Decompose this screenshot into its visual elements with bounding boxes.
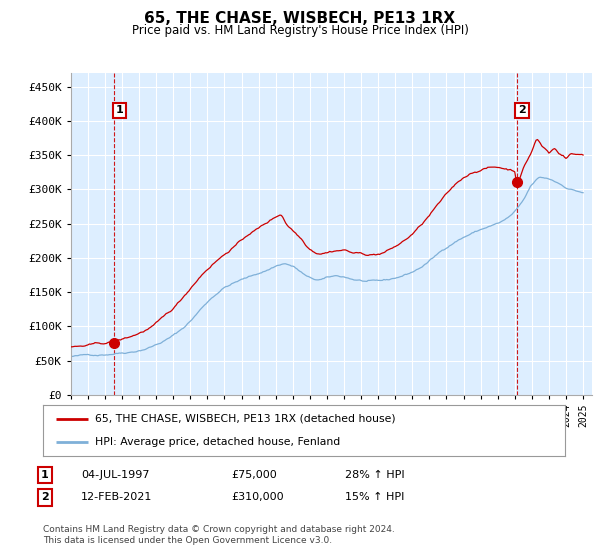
Text: 04-JUL-1997: 04-JUL-1997: [81, 470, 149, 480]
Text: 15% ↑ HPI: 15% ↑ HPI: [345, 492, 404, 502]
Text: 65, THE CHASE, WISBECH, PE13 1RX: 65, THE CHASE, WISBECH, PE13 1RX: [145, 11, 455, 26]
Text: Contains HM Land Registry data © Crown copyright and database right 2024.
This d: Contains HM Land Registry data © Crown c…: [43, 525, 395, 545]
Text: 12-FEB-2021: 12-FEB-2021: [81, 492, 152, 502]
Text: £310,000: £310,000: [231, 492, 284, 502]
Text: 28% ↑ HPI: 28% ↑ HPI: [345, 470, 404, 480]
Text: 2: 2: [518, 105, 526, 115]
Text: 1: 1: [41, 470, 49, 480]
Text: Price paid vs. HM Land Registry's House Price Index (HPI): Price paid vs. HM Land Registry's House …: [131, 24, 469, 37]
Text: HPI: Average price, detached house, Fenland: HPI: Average price, detached house, Fenl…: [95, 437, 341, 447]
Text: 2: 2: [41, 492, 49, 502]
Text: 1: 1: [115, 105, 123, 115]
Text: 65, THE CHASE, WISBECH, PE13 1RX (detached house): 65, THE CHASE, WISBECH, PE13 1RX (detach…: [95, 414, 396, 424]
Text: £75,000: £75,000: [231, 470, 277, 480]
